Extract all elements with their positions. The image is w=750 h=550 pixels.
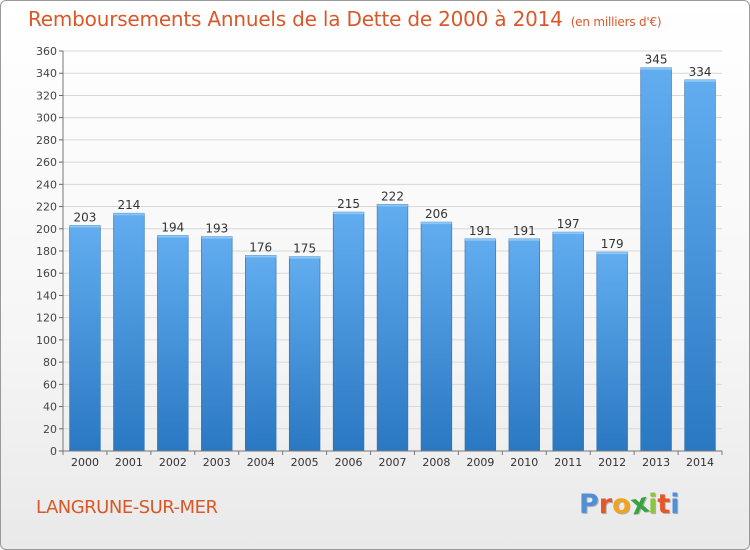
bar-2002 — [157, 235, 189, 452]
y-tick-label: 0 — [50, 445, 57, 458]
y-tick-label: 220 — [36, 201, 57, 214]
bar-highlight — [377, 204, 408, 207]
x-tick-label: 2000 — [71, 456, 99, 469]
bar-2009 — [464, 238, 497, 452]
bar-value-label: 191 — [469, 224, 492, 238]
x-tick-label: 2005 — [291, 456, 319, 469]
y-tick-label: 300 — [36, 112, 57, 125]
bar-2008 — [420, 221, 453, 452]
bar-value-label: 175 — [293, 242, 316, 256]
x-tick-label: 2006 — [335, 456, 363, 469]
y-tick-label: 260 — [36, 156, 57, 169]
bar-2001 — [113, 212, 145, 452]
y-tick-label: 160 — [36, 267, 57, 280]
bar-value-label: 334 — [689, 65, 712, 79]
bar-value-label: 214 — [117, 198, 140, 212]
x-tick-label: 2008 — [422, 456, 450, 469]
bar-highlight — [113, 213, 145, 216]
logo-letter: i — [670, 489, 680, 520]
proxiti-logo: Proxiti — [579, 488, 680, 522]
bar-2013 — [640, 67, 672, 452]
bar-value-label: 193 — [205, 222, 228, 236]
x-tick-label: 2007 — [379, 456, 407, 469]
y-tick-label: 180 — [36, 245, 57, 258]
bar-highlight — [333, 212, 364, 215]
bar-highlight — [508, 238, 540, 241]
x-tick-label: 2011 — [554, 456, 582, 469]
y-tick-label: 60 — [43, 378, 57, 391]
bar-2014 — [684, 79, 716, 452]
bar-value-label: 203 — [74, 210, 97, 224]
x-tick-label: 2002 — [159, 456, 187, 469]
logo-letter: i — [648, 489, 658, 520]
logo-letter: P — [579, 489, 599, 520]
bar-value-label: 222 — [381, 189, 404, 203]
x-tick-label: 2013 — [642, 456, 670, 469]
y-tick-label: 200 — [36, 223, 57, 236]
bar-value-label: 176 — [249, 240, 272, 254]
y-tick-label: 320 — [36, 89, 57, 102]
bar-2003 — [201, 236, 233, 452]
bar-2012 — [596, 251, 628, 452]
x-tick-label: 2012 — [598, 456, 626, 469]
bar-2011 — [552, 231, 584, 452]
y-tick-label: 120 — [36, 312, 57, 325]
bar-value-label: 215 — [337, 197, 360, 211]
location-label: LANGRUNE-SUR-MER — [36, 497, 218, 518]
x-tick-label: 2001 — [115, 456, 143, 469]
bar-value-label: 191 — [513, 224, 536, 238]
y-tick-label: 340 — [36, 67, 57, 80]
bar-highlight — [596, 252, 628, 255]
logo-letter: o — [612, 489, 631, 520]
bar-highlight — [201, 236, 233, 239]
y-tick-label: 140 — [36, 289, 57, 302]
x-tick-label: 2010 — [510, 456, 538, 469]
logo-letter: r — [598, 489, 613, 520]
x-tick-label: 2014 — [686, 456, 714, 469]
bar-2005 — [288, 256, 321, 452]
bar-highlight — [552, 232, 584, 235]
y-tick-label: 240 — [36, 178, 57, 191]
y-tick-label: 80 — [43, 356, 57, 369]
bar-value-label: 206 — [425, 207, 448, 221]
x-tick-label: 2009 — [466, 456, 494, 469]
bar-highlight — [245, 255, 277, 258]
x-tick-label: 2004 — [247, 456, 275, 469]
bar-highlight — [69, 225, 101, 228]
x-tick-label: 2003 — [203, 456, 231, 469]
bar-highlight — [289, 256, 321, 259]
bar-value-label: 345 — [645, 53, 668, 67]
bar-highlight — [640, 67, 672, 70]
bar-value-label: 197 — [557, 217, 580, 231]
bar-2006 — [332, 211, 365, 452]
bar-2004 — [245, 255, 277, 452]
bar-2007 — [376, 204, 409, 452]
chart-title: Remboursements Annuels de la Dette de 20… — [28, 7, 662, 31]
y-tick-label: 360 — [36, 45, 57, 58]
y-tick-label: 20 — [43, 423, 57, 436]
bar-highlight — [421, 222, 452, 225]
bar-2010 — [508, 238, 540, 452]
y-tick-label: 280 — [36, 134, 57, 147]
logo-letter: t — [657, 489, 671, 520]
y-tick-label: 100 — [36, 334, 57, 347]
chart-subtitle: (en milliers d'€) — [570, 15, 662, 29]
bar-highlight — [464, 238, 496, 241]
y-tick-label: 40 — [43, 401, 57, 414]
bar-value-label: 179 — [601, 237, 624, 251]
bar-value-label: 194 — [161, 220, 184, 234]
bar-highlight — [684, 79, 716, 82]
bar-2000 — [69, 225, 101, 452]
bar-highlight — [157, 235, 189, 238]
